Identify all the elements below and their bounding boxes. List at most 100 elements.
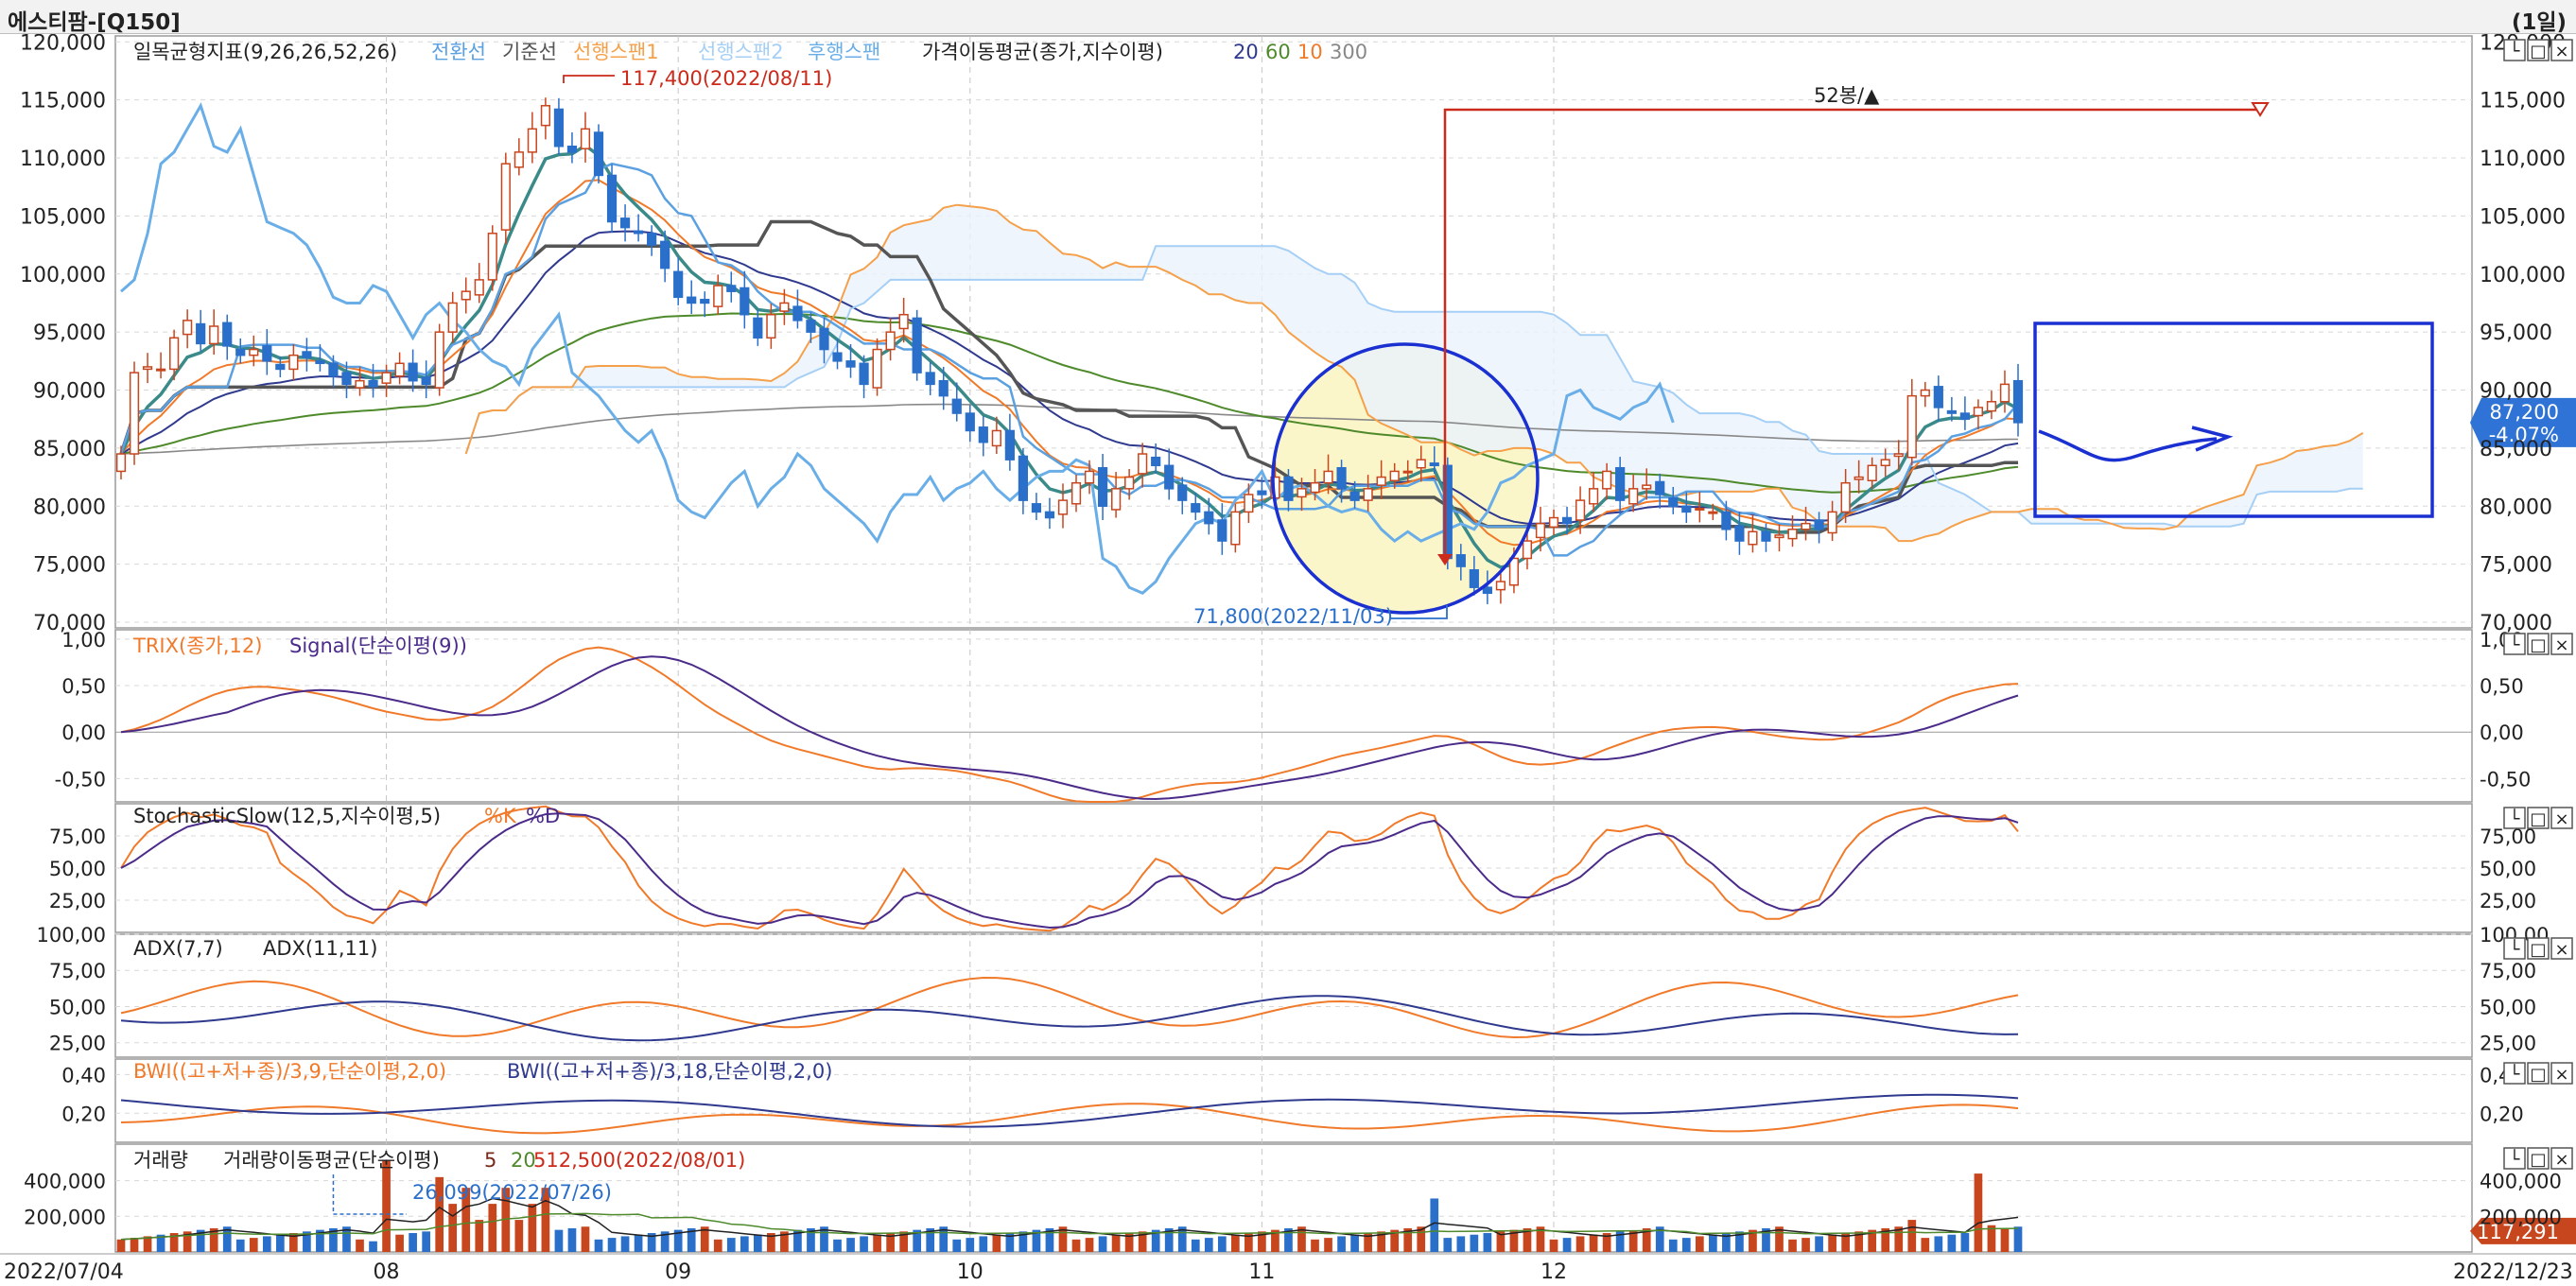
- panel-button-label[interactable]: ×: [2554, 1150, 2568, 1170]
- panel-button-label[interactable]: □: [2530, 635, 2546, 655]
- panel-button-label[interactable]: └: [2510, 634, 2521, 655]
- high-annotation-leader: [563, 75, 615, 83]
- volume-bar: [1456, 1236, 1466, 1252]
- panel-button[interactable]: [2550, 1147, 2573, 1170]
- volume-tick-right: 200,000: [2480, 1206, 2562, 1228]
- volume-bar: [1974, 1173, 1983, 1252]
- panel-button[interactable]: [2503, 807, 2526, 829]
- series-line-0: [120, 805, 2019, 932]
- candle-body: [938, 379, 949, 397]
- panel-button[interactable]: [2550, 633, 2573, 655]
- volume-bar: [130, 1238, 139, 1252]
- candle-body: [183, 320, 193, 336]
- panel-button[interactable]: [2527, 1062, 2550, 1085]
- volume-bar: [1602, 1233, 1611, 1252]
- panel-button-label[interactable]: ×: [2554, 809, 2568, 829]
- candle-body: [1642, 484, 1652, 490]
- panel-button-label[interactable]: ×: [2554, 42, 2568, 61]
- panel-button[interactable]: [2503, 1062, 2526, 1085]
- volume-ma-legend: 거래량이동평균(단순이평): [223, 1149, 440, 1172]
- candle-body: [819, 327, 829, 351]
- price-tick-right: 95,000: [2480, 322, 2552, 345]
- panel-button[interactable]: [2527, 807, 2550, 829]
- candle-body: [355, 379, 365, 389]
- series-line-1: [120, 995, 2019, 1042]
- panel-button-label[interactable]: □: [2530, 1065, 2546, 1085]
- candle-body: [1389, 470, 1400, 482]
- panel-button-label[interactable]: □: [2530, 940, 2546, 960]
- last-price-value: 87,200: [2490, 401, 2559, 424]
- volume-bar: [1350, 1234, 1359, 1252]
- panel-button[interactable]: [2550, 39, 2573, 61]
- indicator-tick-left: 50,00: [49, 996, 106, 1018]
- panel-button-label[interactable]: └: [2510, 1064, 2521, 1085]
- volume-bar: [329, 1227, 338, 1252]
- series-line-0: [120, 976, 2019, 1039]
- panel-button[interactable]: [2527, 1147, 2550, 1170]
- series-line-0: [120, 646, 2019, 803]
- panel-button[interactable]: [2503, 1147, 2526, 1170]
- candle-body: [1402, 470, 1413, 474]
- panel-button-label[interactable]: ×: [2554, 635, 2568, 655]
- volume-bar: [1815, 1236, 1823, 1252]
- panel-button-label[interactable]: └: [2510, 1149, 2521, 1170]
- panel-button[interactable]: [2550, 807, 2573, 829]
- panel-button[interactable]: [2550, 937, 2573, 960]
- x-start-label: 2022/07/04: [4, 1260, 124, 1284]
- volume-bar: [528, 1204, 537, 1252]
- candle-body: [1920, 389, 1930, 397]
- candle-body: [408, 362, 418, 382]
- candle-body: [1191, 503, 1201, 513]
- candle-body: [1880, 459, 1890, 467]
- candle-body: [1615, 466, 1626, 501]
- panel-button-label[interactable]: □: [2530, 42, 2546, 61]
- candle-body: [1986, 401, 1997, 412]
- volume-bar: [1018, 1231, 1028, 1252]
- candle-body: [925, 372, 935, 386]
- candle-body: [1151, 456, 1161, 467]
- panel-button-label[interactable]: ×: [2554, 940, 2568, 960]
- volume-bar: [409, 1233, 417, 1252]
- indicator-tick-left: 100,00: [37, 924, 106, 947]
- price-tick-left: 110,000: [20, 148, 106, 171]
- volume-bar: [1589, 1234, 1598, 1252]
- panel-button[interactable]: [2527, 937, 2550, 960]
- candle-body: [474, 279, 484, 296]
- panel-button-label[interactable]: □: [2530, 1150, 2546, 1170]
- panel-button-label[interactable]: □: [2530, 809, 2546, 829]
- panel-button-label[interactable]: └: [2510, 41, 2521, 61]
- volume-bar: [1655, 1226, 1664, 1252]
- volume-bar: [1470, 1234, 1479, 1252]
- chart-area: 87,200-4.07% 117,291 120,000120,000115,0…: [0, 34, 2576, 1284]
- panel-button-label[interactable]: └: [2510, 939, 2521, 960]
- panel-button[interactable]: [2527, 633, 2550, 655]
- indicator-tick-left: 75,00: [49, 825, 106, 848]
- period-label[interactable]: (1일): [2511, 10, 2567, 35]
- volume-bar: [713, 1239, 722, 1252]
- panel-button-label[interactable]: └: [2510, 808, 2521, 829]
- candle-body: [713, 285, 723, 307]
- span1-line: [464, 203, 2364, 543]
- panel-button[interactable]: [2550, 1062, 2573, 1085]
- volume-bar: [581, 1226, 590, 1252]
- panel-button-label[interactable]: ×: [2554, 1065, 2568, 1085]
- candle-body: [1933, 386, 1943, 408]
- candle-body: [912, 317, 922, 374]
- candle-body: [1004, 429, 1015, 461]
- indicator-tick-left: 25,00: [49, 1033, 106, 1055]
- candle-body: [1057, 499, 1069, 515]
- candle-body: [1827, 511, 1837, 534]
- panel-button[interactable]: [2527, 39, 2550, 61]
- panel-button[interactable]: [2503, 633, 2526, 655]
- volume-bar: [1549, 1239, 1558, 1252]
- candle-body: [700, 299, 710, 304]
- candle-body: [262, 345, 272, 362]
- bwi9-legend: BWI((고+저+종)/3,9,단순이평,2,0): [133, 1060, 446, 1083]
- price-tick-right: 85,000: [2480, 438, 2552, 461]
- candle-body: [1217, 519, 1227, 542]
- volume-bar: [289, 1233, 298, 1252]
- panel-button[interactable]: [2503, 937, 2526, 960]
- month-label: 12: [1540, 1260, 1567, 1284]
- panel-button[interactable]: [2503, 39, 2526, 61]
- candle-body: [806, 320, 816, 333]
